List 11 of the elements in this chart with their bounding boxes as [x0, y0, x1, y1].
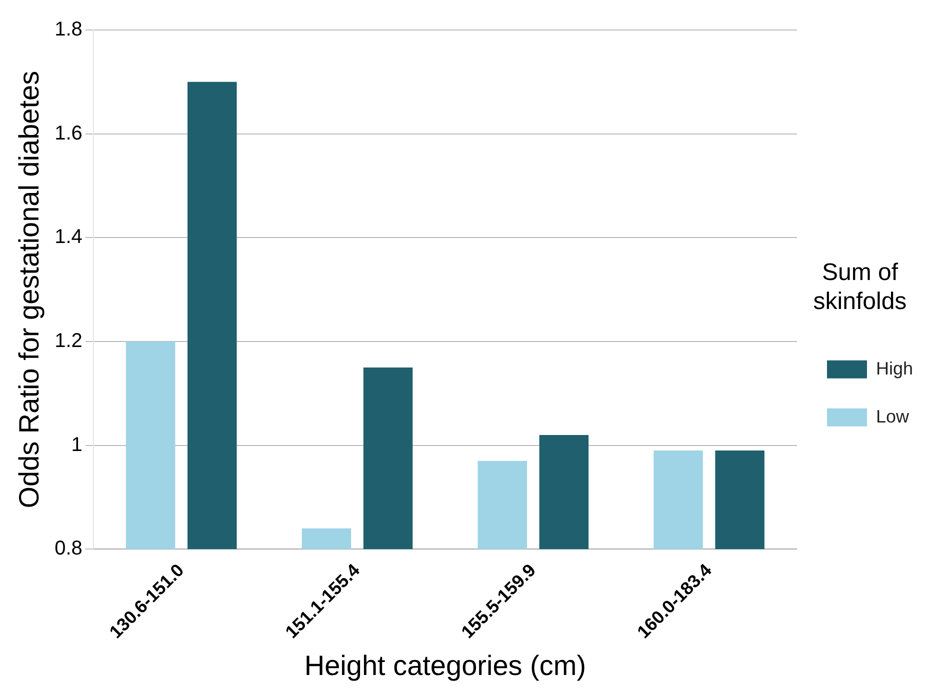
legend-title: Sum of skinfolds	[813, 259, 907, 316]
y-tick-label: 1.8	[54, 18, 82, 41]
legend-label: Low	[876, 406, 910, 426]
y-tick-label: 1.6	[54, 122, 82, 144]
legend-label: High	[876, 358, 914, 378]
y-tick-label: 1	[71, 434, 82, 456]
y-tick-label: 0.8	[54, 538, 82, 560]
y-tick-label: 1.4	[54, 226, 82, 248]
y-tick-label: 1.2	[54, 330, 82, 352]
y-axis-title: Odds Ratio for gestational diabetes	[14, 70, 45, 508]
x-axis-title: Height categories (cm)	[304, 650, 586, 681]
